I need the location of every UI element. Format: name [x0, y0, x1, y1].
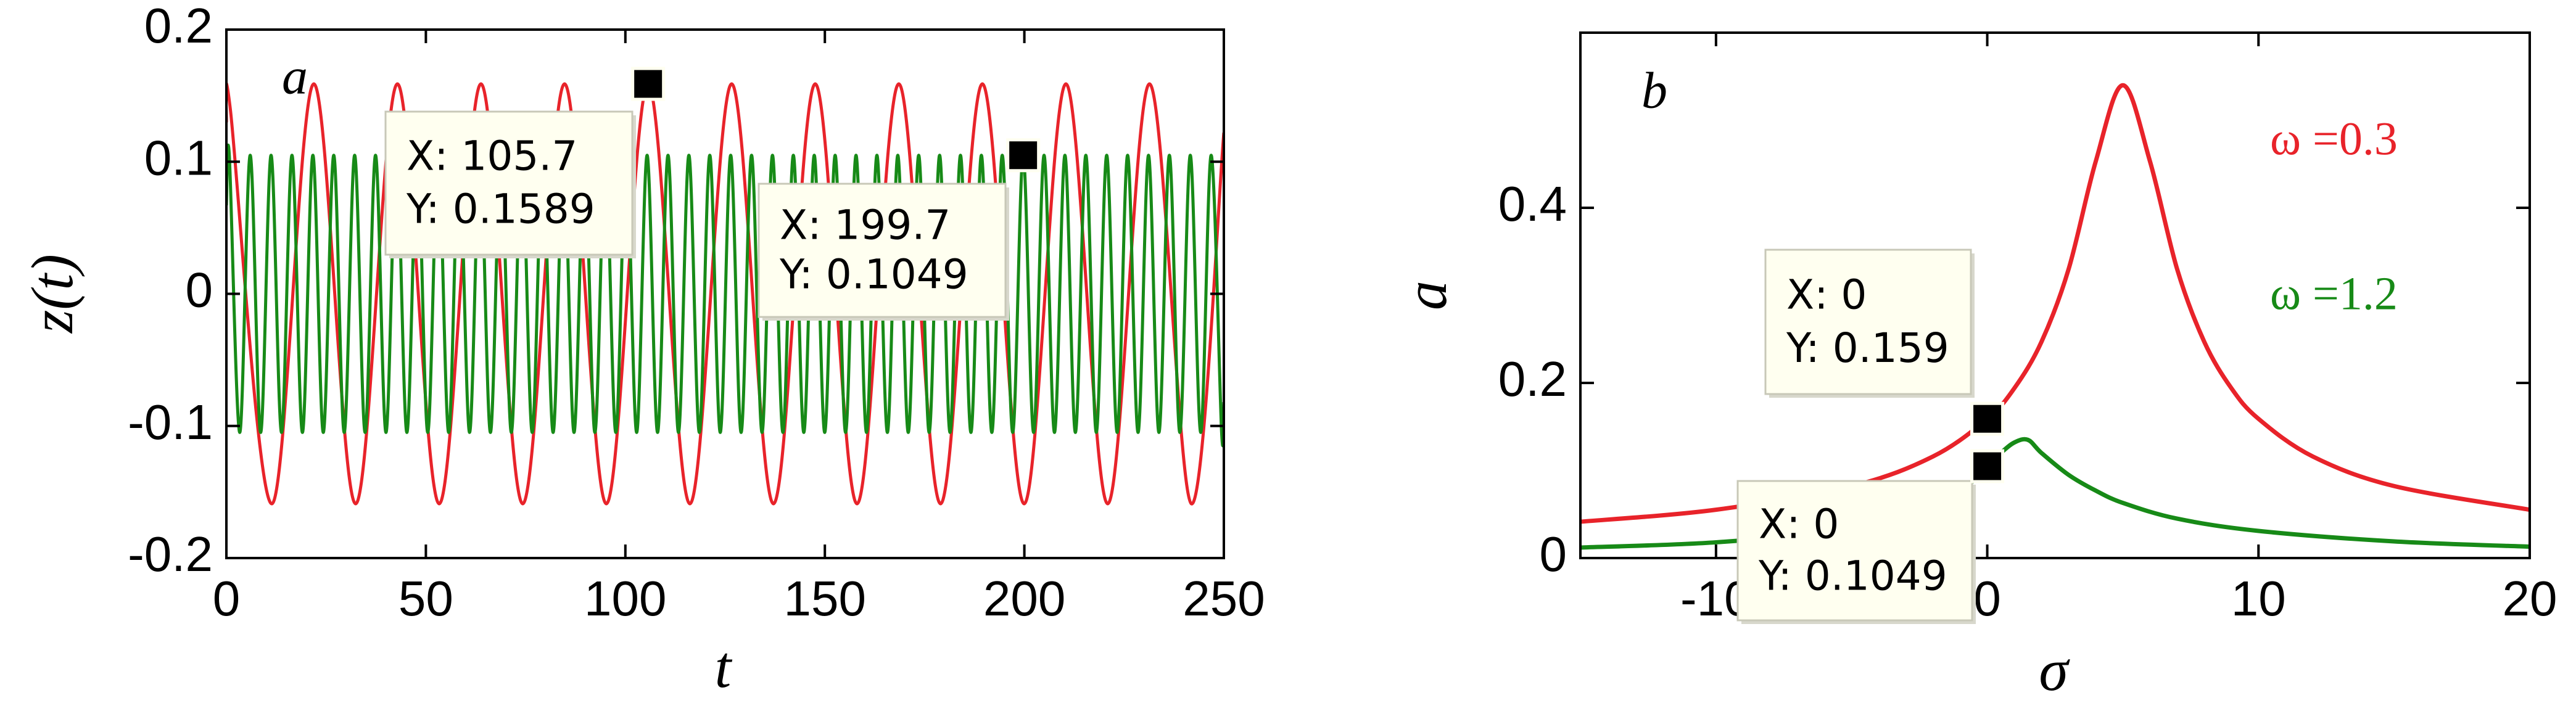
- data-tip-text: Y: 0.1049: [779, 250, 968, 298]
- data-tip-text: X: 199.7: [780, 201, 951, 249]
- x-tick-label: 150: [783, 571, 865, 626]
- data-tip-text: X: 105.7: [407, 133, 577, 180]
- data-tip-box: [1764, 249, 1972, 395]
- x-tick-label: 50: [398, 571, 453, 626]
- y-tick-label: -0.1: [128, 395, 213, 450]
- y-tick-label: 0.4: [1498, 176, 1567, 231]
- data-tip-box: [1736, 480, 1973, 622]
- data-tip-marker: [1006, 138, 1041, 173]
- x-tick-label: 10: [2231, 571, 2286, 626]
- y-tick-label: 0: [1540, 527, 1567, 581]
- data-tip-text: X: 0: [1786, 271, 1867, 318]
- y-tick-label: 0.2: [144, 0, 213, 53]
- y-axis-label: a: [1393, 281, 1459, 310]
- axes-frame: [1579, 31, 2531, 559]
- legend-label: ω =0.3: [2270, 113, 2398, 165]
- data-line: [226, 143, 1224, 448]
- data-tip-marker: [1970, 401, 2005, 436]
- x-tick-label: 0: [1973, 571, 2001, 626]
- data-tip-marker: [631, 67, 666, 101]
- x-axis-label: t: [715, 634, 733, 700]
- data-tip-box: [384, 110, 634, 256]
- y-tick-label: 0: [186, 263, 213, 318]
- data-tip-text: X: 0: [1759, 501, 1839, 548]
- panel-label: a: [282, 47, 308, 105]
- data-tip-box: [758, 183, 1007, 318]
- x-axis-label: σ: [2039, 637, 2070, 703]
- x-tick-label: 250: [1183, 571, 1265, 626]
- data-tip-text: Y: 0.1589: [406, 185, 595, 232]
- y-tick-label: 0.1: [144, 130, 213, 185]
- panel-label: b: [1641, 62, 1667, 119]
- x-tick-label: 200: [983, 571, 1065, 626]
- data-tip-marker: [1970, 449, 2005, 483]
- data-line: [226, 81, 1224, 506]
- data-line: [1580, 437, 2530, 550]
- y-tick-label: -0.2: [128, 527, 213, 581]
- data-tip-text: Y: 0.1049: [1758, 552, 1947, 599]
- data-line: [1580, 83, 2530, 524]
- data-tip-text: Y: 0.159: [1786, 324, 1949, 372]
- legend-label: ω =1.2: [2270, 268, 2398, 319]
- x-tick-label: 0: [213, 571, 241, 626]
- x-tick-label: 20: [2503, 571, 2557, 626]
- y-axis-label: z(t): [19, 254, 85, 334]
- x-tick-label: 100: [584, 571, 666, 626]
- y-tick-label: 0.2: [1498, 351, 1567, 406]
